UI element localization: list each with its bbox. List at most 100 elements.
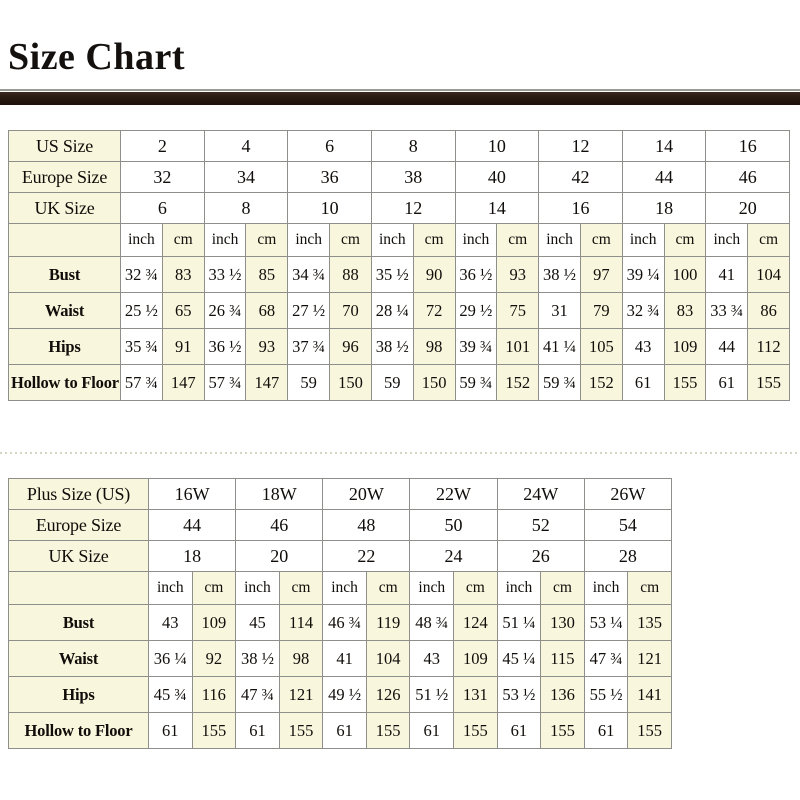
bust-measurement-cell: 39 ¼	[621, 256, 665, 293]
hips-measurement-cell: 96	[329, 328, 372, 365]
us-size-cell: 8	[370, 130, 456, 162]
bust-measurement-cell: 124	[453, 604, 498, 641]
bust-measurement-cell: 33 ½	[203, 256, 247, 293]
row-label-plus-size: Plus Size (US)	[8, 478, 149, 510]
page-title: Size Chart	[8, 36, 186, 78]
europe-size-cell: 46	[235, 509, 324, 541]
uk-size-cell: 14	[454, 192, 540, 224]
table-row: Hollow to Floor 57 ¾ 147 57 ¾ 147 59 150 59 150 5…	[8, 364, 790, 401]
waist-measurement-cell: 121	[627, 640, 672, 677]
europe-size-cell: 34	[203, 161, 289, 193]
us-size-cell: 10	[454, 130, 540, 162]
standard-size-table: US Size 2 4 6 8 10 12 14 16 Europe Size 32 34 36 38 4…	[8, 130, 790, 401]
unit-header-cell: inch	[538, 223, 581, 257]
table-row: Plus Size (US) 16W 18W 20W 22W 24W 26W	[8, 478, 673, 510]
hips-measurement-cell: 39 ¾	[454, 328, 498, 365]
hollow-to-floor-cell: 61	[235, 712, 280, 749]
us-size-cell: 14	[621, 130, 707, 162]
hollow-to-floor-cell: 59	[370, 364, 414, 401]
bust-measurement-cell: 43	[148, 604, 193, 641]
unit-header-cell: inch	[409, 571, 455, 605]
waist-measurement-cell: 29 ½	[454, 292, 498, 329]
bust-measurement-cell: 130	[540, 604, 585, 641]
plus-size-cell: 26W	[583, 478, 673, 510]
uk-size-cell: 12	[370, 192, 456, 224]
europe-size-cell: 54	[583, 509, 673, 541]
hollow-to-floor-cell: 155	[278, 712, 324, 749]
europe-size-cell: 48	[322, 509, 411, 541]
hips-measurement-cell: 121	[278, 676, 324, 713]
bust-measurement-cell: 93	[496, 256, 540, 293]
bust-measurement-cell: 88	[329, 256, 372, 293]
plus-size-table: Plus Size (US) 16W 18W 20W 22W 24W 26W Europe …	[8, 478, 673, 749]
row-label-hips: Hips	[8, 676, 149, 713]
europe-size-cell: 32	[120, 161, 205, 193]
hips-measurement-cell: 47 ¾	[235, 676, 280, 713]
title-rule-thick	[0, 92, 800, 105]
hips-measurement-cell: 43	[621, 328, 665, 365]
table-row: Europe Size 44 46 48 50 52 54	[8, 509, 673, 541]
bust-measurement-cell: 45	[235, 604, 280, 641]
hollow-to-floor-cell: 61	[409, 712, 455, 749]
hollow-to-floor-cell: 150	[412, 364, 456, 401]
plus-size-cell: 20W	[322, 478, 411, 510]
unit-header-cell: cm	[663, 223, 707, 257]
row-label-hollow-to-floor: Hollow to Floor	[8, 712, 149, 749]
unit-header-cell: cm	[245, 223, 289, 257]
hollow-to-floor-cell: 155	[453, 712, 498, 749]
waist-measurement-cell: 75	[496, 292, 540, 329]
waist-measurement-cell: 72	[412, 292, 456, 329]
title-rule-thin	[0, 89, 800, 91]
hollow-to-floor-cell: 61	[322, 712, 367, 749]
unit-header-cell: inch	[621, 223, 665, 257]
table-row: UK Size 6 8 10 12 14 16 18 20	[8, 192, 790, 224]
hips-measurement-cell: 51 ½	[409, 676, 455, 713]
hollow-to-floor-cell: 61	[621, 364, 665, 401]
unit-header-cell: cm	[540, 571, 585, 605]
waist-measurement-cell: 68	[245, 292, 289, 329]
hollow-to-floor-cell: 155	[365, 712, 411, 749]
bust-measurement-cell: 90	[412, 256, 456, 293]
us-size-cell: 16	[705, 130, 790, 162]
waist-measurement-cell: 32 ¾	[621, 292, 665, 329]
bust-measurement-cell: 109	[191, 604, 237, 641]
hips-measurement-cell: 35 ¾	[120, 328, 163, 365]
bust-measurement-cell: 51 ¼	[496, 604, 542, 641]
waist-measurement-cell: 109	[453, 640, 498, 677]
europe-size-cell: 52	[496, 509, 585, 541]
plus-size-table-body: Plus Size (US) 16W 18W 20W 22W 24W 26W Europe …	[8, 478, 673, 749]
bust-measurement-cell: 34 ¾	[287, 256, 331, 293]
waist-measurement-cell: 98	[278, 640, 324, 677]
plus-size-cell: 18W	[235, 478, 324, 510]
unit-header-cell: cm	[278, 571, 324, 605]
hips-measurement-cell: 109	[663, 328, 707, 365]
unit-header-cell: inch	[583, 571, 629, 605]
bust-measurement-cell: 36 ½	[454, 256, 498, 293]
hips-measurement-cell: 93	[245, 328, 289, 365]
table-row: UK Size 18 20 22 24 26 28	[8, 540, 673, 572]
hips-measurement-cell: 44	[705, 328, 749, 365]
unit-header-cell: inch	[454, 223, 498, 257]
table-row: US Size 2 4 6 8 10 12 14 16	[8, 130, 790, 162]
waist-measurement-cell: 86	[747, 292, 790, 329]
waist-measurement-cell: 65	[161, 292, 205, 329]
waist-measurement-cell: 43	[409, 640, 455, 677]
uk-size-cell: 18	[147, 540, 237, 572]
bust-measurement-cell: 38 ½	[538, 256, 581, 293]
uk-size-cell: 6	[120, 192, 205, 224]
hips-measurement-cell: 55 ½	[583, 676, 629, 713]
waist-measurement-cell: 92	[191, 640, 237, 677]
table-row: Hollow to Floor 61 155 61 155 61 155 61 155 61 155…	[8, 712, 672, 749]
table-row: Europe Size 32 34 36 38 40 42 44 46	[8, 161, 790, 193]
hips-measurement-cell: 91	[161, 328, 205, 365]
hips-measurement-cell: 131	[453, 676, 498, 713]
waist-measurement-cell: 45 ¼	[496, 640, 542, 677]
unit-row-label-spacer	[8, 223, 121, 257]
bust-measurement-cell: 53 ¼	[583, 604, 629, 641]
table-row: inch cm inch cm inch cm inch cm inch cm inch cm	[8, 571, 672, 605]
hollow-to-floor-cell: 61	[583, 712, 629, 749]
waist-measurement-cell: 47 ¾	[583, 640, 629, 677]
hips-measurement-cell: 112	[747, 328, 790, 365]
unit-row-label-spacer	[8, 571, 149, 605]
